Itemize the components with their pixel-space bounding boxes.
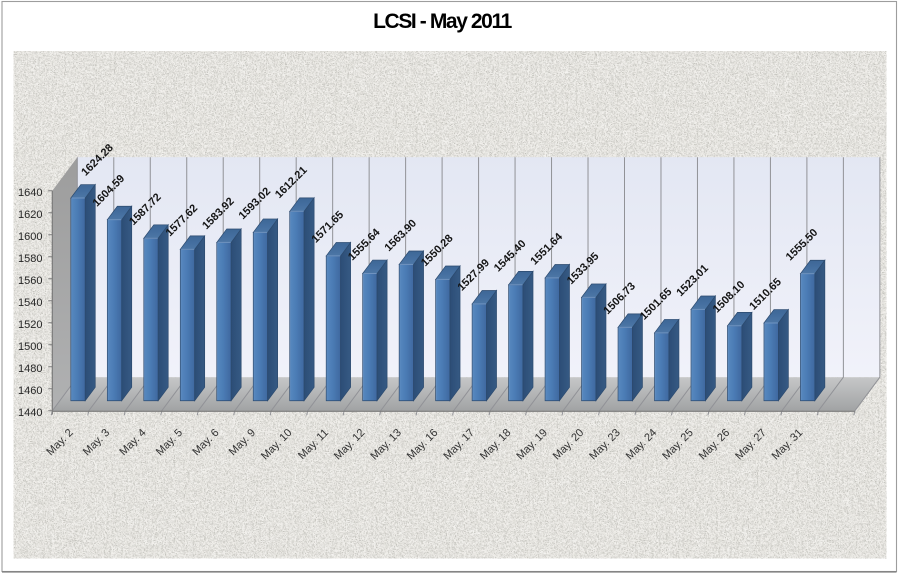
svg-text:1640: 1640	[18, 187, 42, 199]
svg-text:1520: 1520	[18, 319, 42, 331]
svg-text:1560: 1560	[18, 275, 42, 287]
svg-text:1600: 1600	[18, 231, 42, 243]
svg-text:1540: 1540	[18, 297, 42, 309]
svg-text:1580: 1580	[18, 253, 42, 265]
svg-text:1480: 1480	[18, 363, 42, 375]
svg-text:LCSI - May 2011: LCSI - May 2011	[373, 10, 512, 33]
svg-text:1440: 1440	[18, 407, 42, 419]
svg-text:1620: 1620	[18, 209, 42, 221]
svg-text:1500: 1500	[18, 341, 42, 353]
svg-text:1460: 1460	[18, 385, 42, 397]
